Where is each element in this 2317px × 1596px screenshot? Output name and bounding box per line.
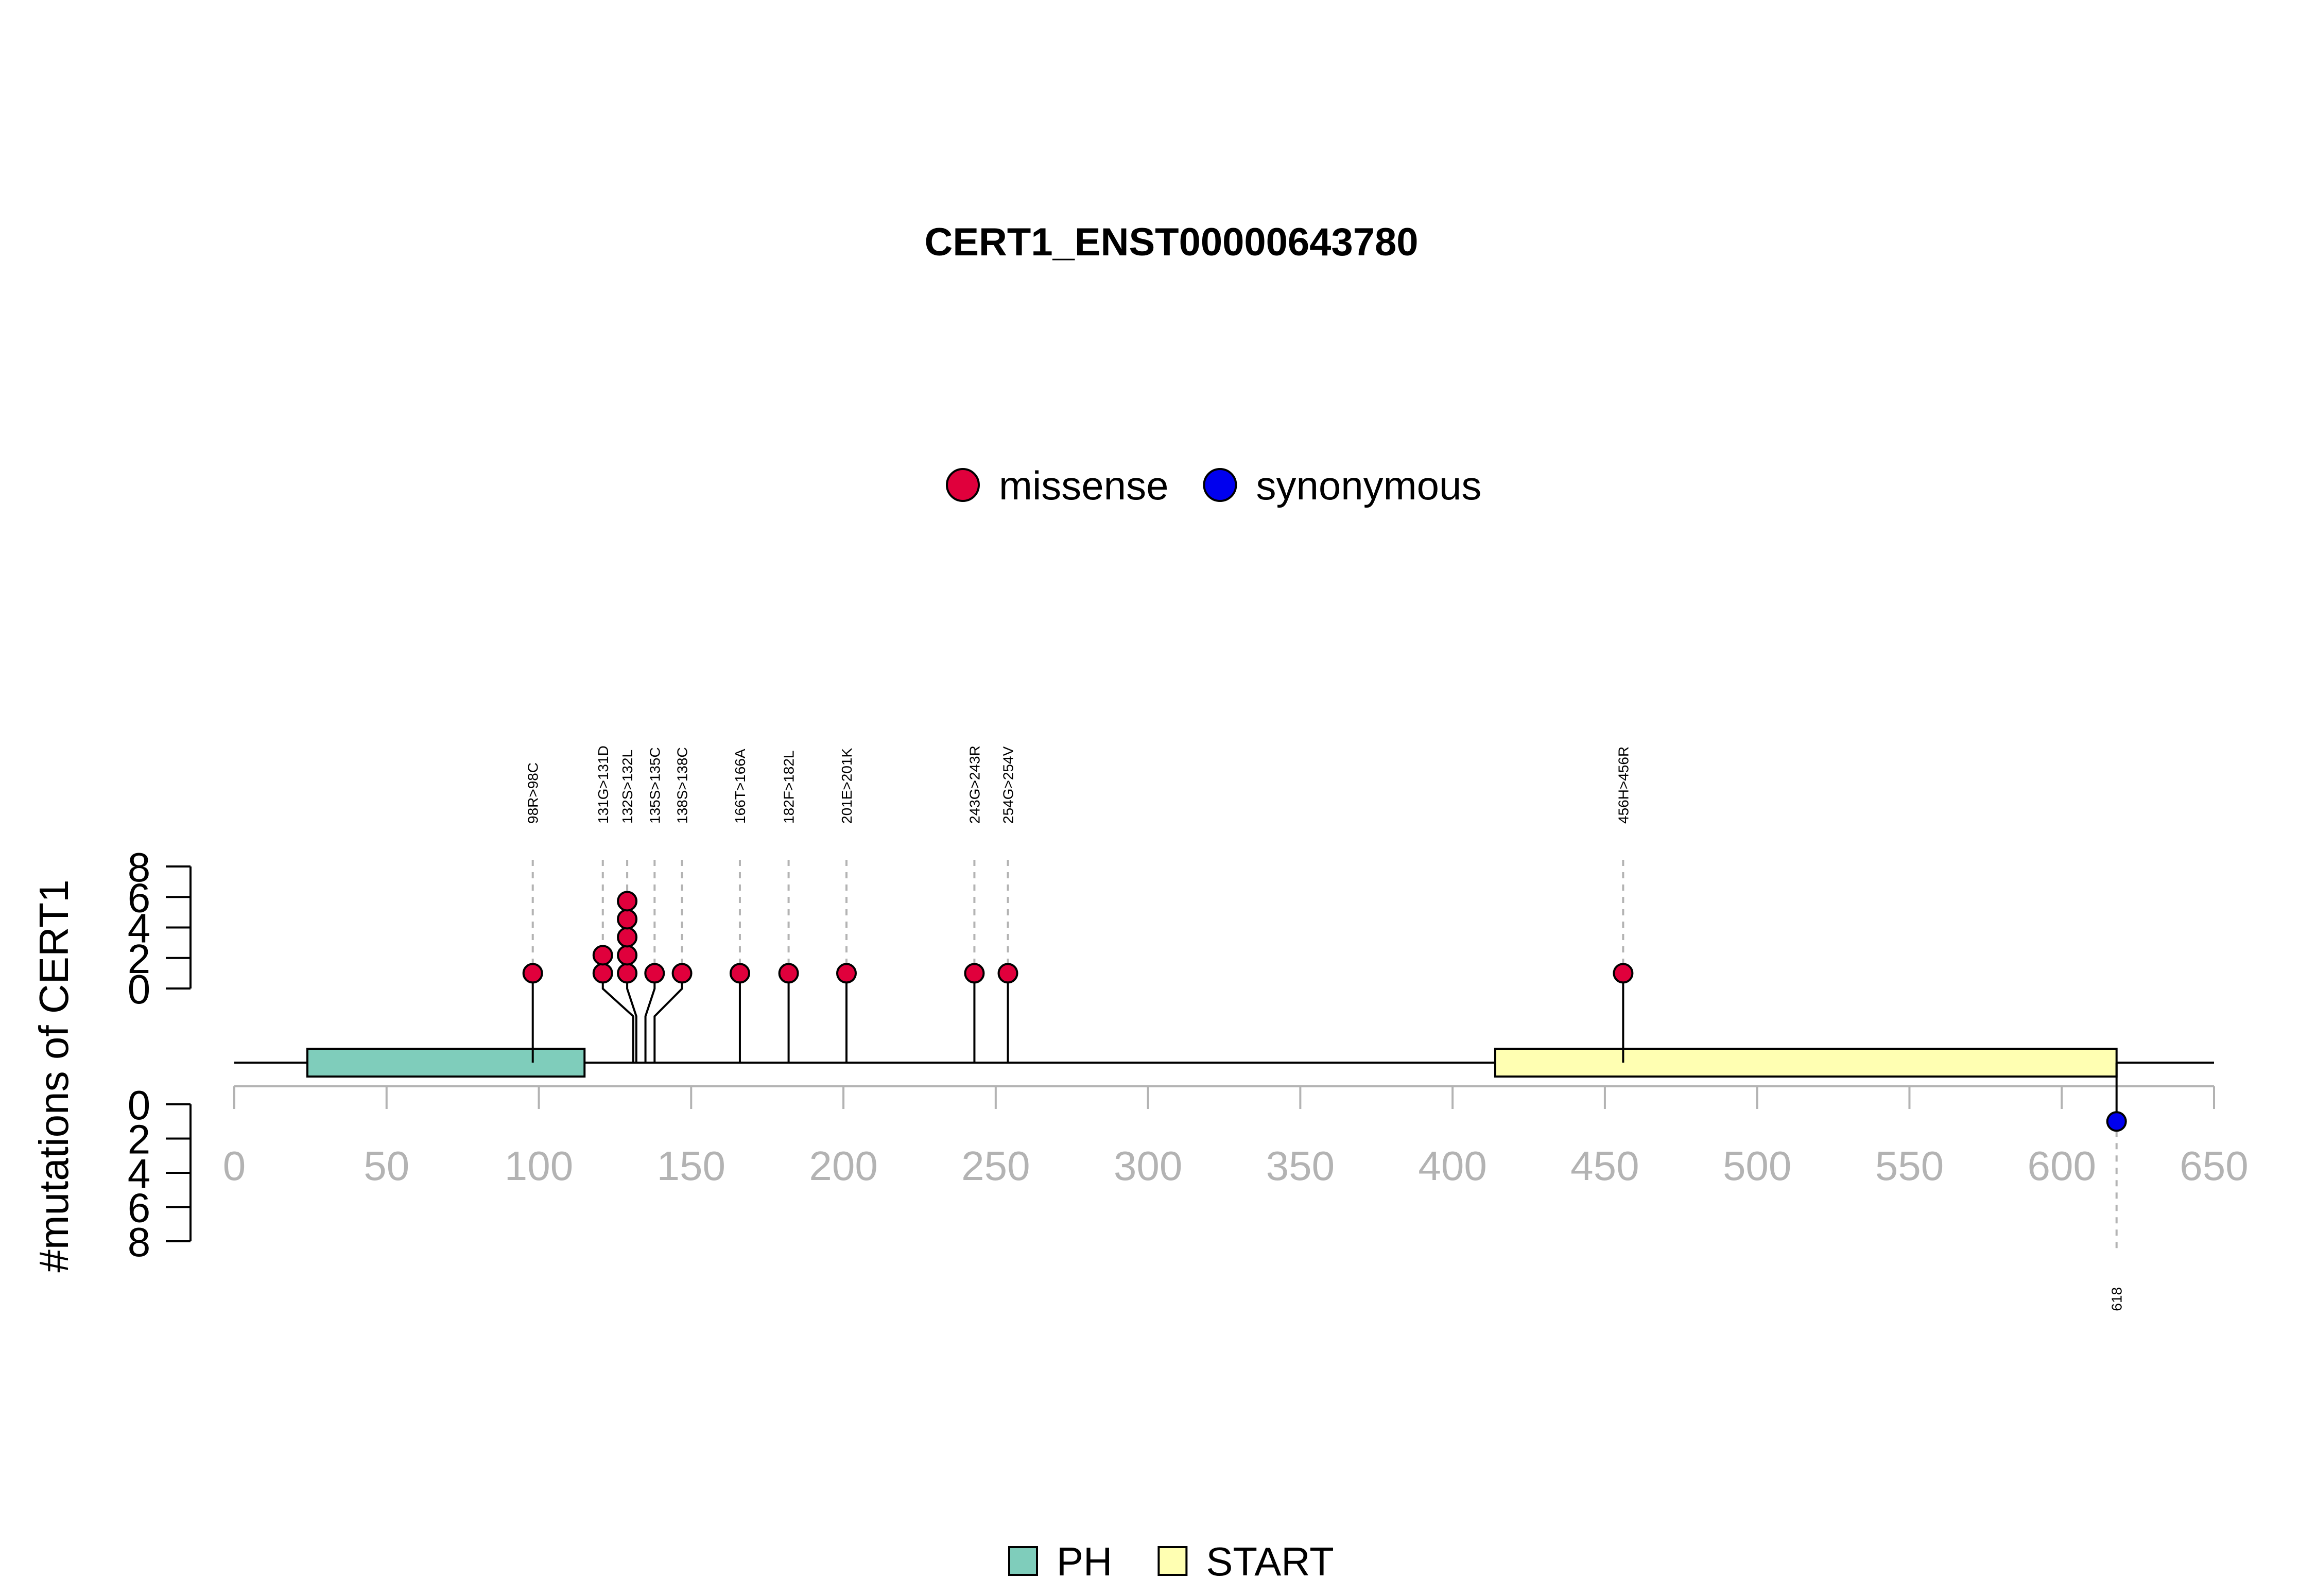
mutation-135S>135C: 135S>135C <box>644 747 665 1063</box>
legend-swatch-PH <box>1008 1546 1038 1576</box>
mutation-stem <box>601 973 634 1063</box>
x-tick-label-50: 50 <box>364 1143 409 1189</box>
y-tick-label-top-6: 6 <box>128 875 151 921</box>
mutation-head <box>522 963 543 984</box>
mutation-stem <box>644 973 656 1063</box>
mutation-label: 98R>98C <box>525 762 541 824</box>
legend-label-synonymous: synonymous <box>1256 463 1481 508</box>
protein-domains <box>306 1048 2118 1078</box>
x-tick-label-100: 100 <box>505 1143 573 1189</box>
mutation-stem <box>653 973 683 1063</box>
legend-label-START: START <box>1206 1539 1334 1584</box>
y-tick-label-top-2: 2 <box>128 936 151 982</box>
mutation-head <box>617 945 638 966</box>
mutation-label: 138S>138C <box>675 747 690 824</box>
y-tick-label-bottom-2: 2 <box>128 1117 151 1163</box>
x-tick-label-300: 300 <box>1114 1143 1182 1189</box>
domain-legend: PH START <box>1008 1539 1334 1584</box>
chart-title: CERT1_ENST00000643780 <box>924 220 1418 264</box>
mutation-label: 456H>456R <box>1615 747 1631 824</box>
mutation-label: 243G>243R <box>966 745 982 824</box>
mutation-head <box>617 927 638 948</box>
mutation-head <box>617 891 638 912</box>
x-tick-label-500: 500 <box>1723 1143 1791 1189</box>
mutation-label: 254G>254V <box>1000 746 1016 824</box>
mutation-98R>98C: 98R>98C <box>522 762 543 1063</box>
x-tick-label-350: 350 <box>1266 1143 1335 1189</box>
mutation-132S>132L: 132S>132L <box>617 750 638 1063</box>
x-axis: 0 50 100 150 200 250 300 350 400 450 500 550 600 650 <box>223 1085 2249 1189</box>
mutation-head <box>964 963 985 984</box>
domain-START <box>1494 1048 2118 1078</box>
legend-marker-synonymous <box>1203 468 1237 502</box>
mutation-stem <box>626 973 637 1063</box>
y-tick-label-bottom-6: 6 <box>128 1185 151 1231</box>
x-tick-label-400: 400 <box>1418 1143 1486 1189</box>
y-tick-label-top-4: 4 <box>128 906 151 951</box>
mutation-201E>201K: 201E>201K <box>836 748 857 1063</box>
mutation-head <box>644 963 665 984</box>
legend-marker-missense <box>946 468 980 502</box>
mutation-label: 182F>182L <box>781 751 797 824</box>
legend-label-missense: missense <box>999 463 1168 508</box>
mutation-254G>254V: 254G>254V <box>997 746 1018 1063</box>
mutation-label: 131G>131D <box>595 745 611 824</box>
x-tick-label-150: 150 <box>657 1143 725 1189</box>
mutation-lollipops: 98R>98C 131G>131D 132S>132L 135S>135C 138S>1… <box>522 745 2127 1311</box>
mutation-label: 201E>201K <box>839 748 855 824</box>
mutation-head <box>592 945 613 966</box>
x-tick-label-450: 450 <box>1570 1143 1639 1189</box>
x-tick-label-650: 650 <box>2180 1143 2248 1189</box>
mutation-head <box>592 963 613 984</box>
mutation-head <box>2106 1111 2127 1132</box>
y-axis-label: #mutations of CERT1 <box>31 879 77 1272</box>
mutation-head <box>617 909 638 930</box>
mutation-166T>166A: 166T>166A <box>729 749 750 1063</box>
mutation-head <box>671 963 693 984</box>
x-tick-label-550: 550 <box>1875 1143 1944 1189</box>
legend-swatch-START <box>1157 1546 1188 1576</box>
mutation-head <box>729 963 750 984</box>
mutation-head <box>997 963 1018 984</box>
x-tick-label-200: 200 <box>809 1143 877 1189</box>
mutation-head <box>836 963 857 984</box>
domain-PH <box>306 1048 586 1078</box>
mutation-legend: missense synonymous <box>946 463 1481 508</box>
mutation-head <box>1613 963 1634 984</box>
x-tick-label-250: 250 <box>961 1143 1030 1189</box>
y-tick-label-bottom-0: 0 <box>128 1082 151 1128</box>
y-tick-label-top-8: 8 <box>128 844 151 890</box>
mutation-243G>243R: 243G>243R <box>964 745 985 1063</box>
legend-label-PH: PH <box>1057 1539 1112 1584</box>
mutation-label: 166T>166A <box>732 749 748 824</box>
mutation-182F>182L: 182F>182L <box>778 751 799 1063</box>
mutation-head <box>617 963 638 984</box>
mutation-label: 132S>132L <box>619 750 635 824</box>
y-tick-label-bottom-4: 4 <box>128 1151 151 1196</box>
x-tick-label-600: 600 <box>2027 1143 2096 1189</box>
y-tick-label-bottom-8: 8 <box>128 1219 151 1265</box>
mutation-618: 618 <box>2106 1063 2127 1311</box>
mutation-label: 135S>135C <box>647 747 663 824</box>
mutation-label: 618 <box>2109 1287 2125 1311</box>
x-tick-label-0: 0 <box>223 1143 246 1189</box>
mutation-456H>456R: 456H>456R <box>1613 747 1634 1063</box>
mutation-138S>138C: 138S>138C <box>653 747 693 1063</box>
mutation-head <box>778 963 799 984</box>
mutation-131G>131D: 131G>131D <box>592 745 634 1063</box>
y-tick-label-top-0: 0 <box>128 966 151 1012</box>
